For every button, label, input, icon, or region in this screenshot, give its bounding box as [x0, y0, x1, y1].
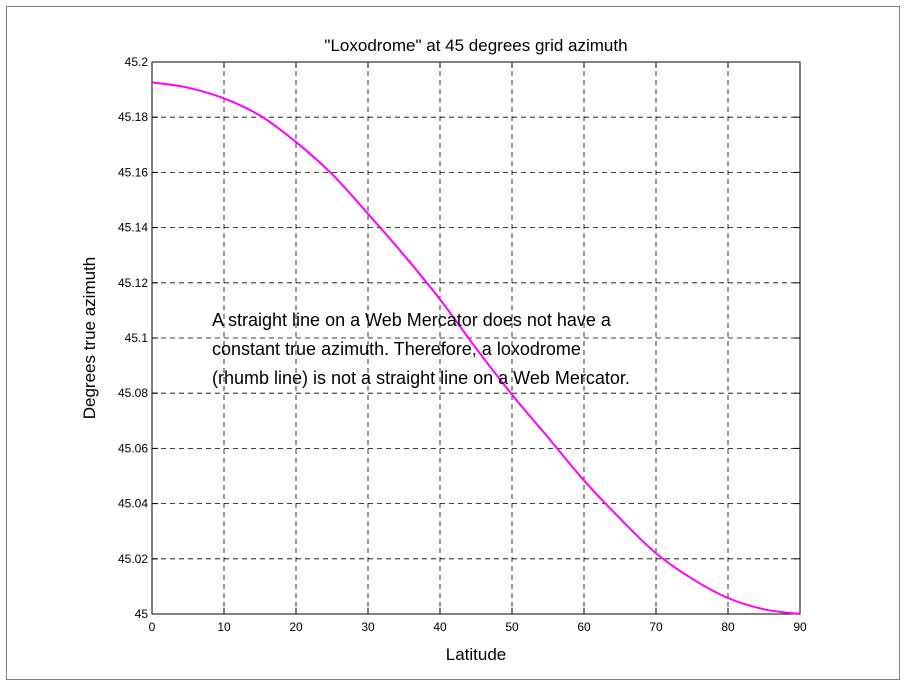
- x-tick-label: 30: [361, 620, 375, 634]
- y-tick-label: 45: [135, 607, 149, 621]
- annotation-text: A straight line on a Web Mercator does n…: [212, 310, 630, 388]
- x-tick-label: 90: [793, 620, 807, 634]
- annotation-line-3: (rhumb line) is not a straight line on a…: [212, 368, 630, 388]
- x-tick-label: 80: [721, 620, 735, 634]
- y-tick-label: 45.04: [118, 497, 148, 511]
- y-tick-label: 45.14: [118, 221, 148, 235]
- x-tick-label: 60: [577, 620, 591, 634]
- x-tick-label: 70: [649, 620, 663, 634]
- y-tick-label: 45.06: [118, 441, 148, 455]
- x-tick-label: 40: [433, 620, 447, 634]
- y-axis-label: Degrees true azimuth: [80, 257, 99, 420]
- x-tick-label: 50: [505, 620, 519, 634]
- grid: [152, 62, 800, 614]
- annotation-line-2: constant true azimuth. Therefore, a loxo…: [212, 339, 581, 359]
- y-tick-label: 45.1: [125, 331, 149, 345]
- x-tick-label: 0: [149, 620, 156, 634]
- x-tick-label: 20: [289, 620, 303, 634]
- y-tick-label: 45.18: [118, 110, 148, 124]
- y-tick-label: 45.02: [118, 552, 148, 566]
- series-line: [151, 81, 801, 615]
- y-tick-label: 45.2: [125, 55, 149, 69]
- chart-title: "Loxodrome" at 45 degrees grid azimuth: [324, 36, 627, 55]
- axis-ticks: 0 10 20 30 40 50 60 70 80 90 45 45.02 45.04 45.06 45.0…: [118, 55, 807, 634]
- x-tick-label: 10: [217, 620, 231, 634]
- y-tick-label: 45.16: [118, 165, 148, 179]
- y-tick-label: 45.08: [118, 386, 148, 400]
- figure-frame: [6, 6, 900, 680]
- y-tick-label: 45.12: [118, 276, 148, 290]
- annotation-line-1: A straight line on a Web Mercator does n…: [212, 310, 612, 330]
- x-axis-label: Latitude: [446, 645, 507, 664]
